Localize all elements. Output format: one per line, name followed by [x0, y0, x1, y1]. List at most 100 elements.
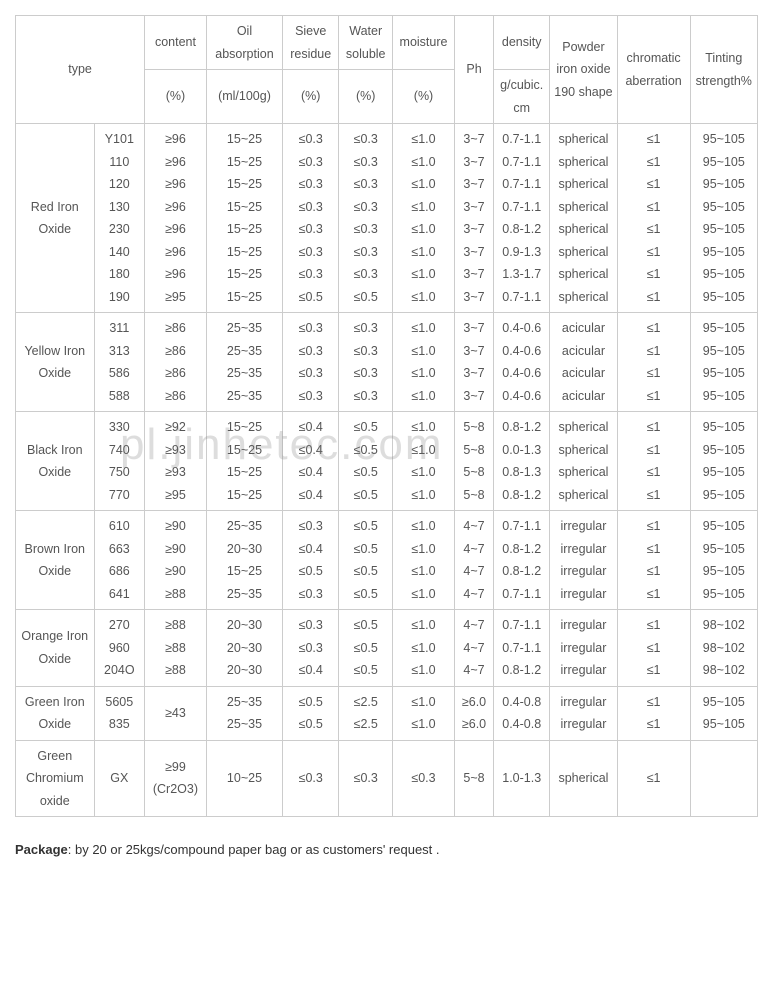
cell-water: ≤0.3 [339, 740, 393, 817]
cell-shape: sphericalsphericalsphericalsphericalsphe… [550, 124, 617, 313]
iron-oxide-spec-table: type content Oil absorption Sieve residu… [15, 15, 758, 817]
cell-chrom: ≤1≤1≤1≤1≤1≤1≤1≤1 [617, 124, 690, 313]
cell-sieve: ≤0.3≤0.3≤0.3≤0.3≤0.3≤0.3≤0.3≤0.5 [283, 124, 339, 313]
header-sieve: Sieve residue [283, 16, 339, 70]
header-sieve-unit: (%) [283, 70, 339, 124]
cell-oil: 25~3525~3525~3525~35 [206, 313, 282, 412]
package-text: : by 20 or 25kgs/compound paper bag or a… [68, 842, 440, 857]
cell-ph: ≥6.0≥6.0 [454, 686, 493, 740]
cell-dens: 1.0-1.3 [494, 740, 550, 817]
header-oil-unit: (ml/100g) [206, 70, 282, 124]
header-content-unit: (%) [145, 70, 207, 124]
cell-dens: 0.7-1.10.7-1.10.8-1.2 [494, 610, 550, 687]
header-tint: Tinting strength% [690, 16, 757, 124]
cell-content: ≥90≥90≥90≥88 [145, 511, 207, 610]
package-label: Package [15, 842, 68, 857]
package-note: Package: by 20 or 25kgs/compound paper b… [15, 842, 758, 857]
cell-ph: 4~74~74~74~7 [454, 511, 493, 610]
cell-shape: irregularirregularirregularirregular [550, 511, 617, 610]
cell-content: ≥92≥93≥93≥95 [145, 412, 207, 511]
cell-type: 610663686641 [94, 511, 145, 610]
cell-shape: irregularirregular [550, 686, 617, 740]
cell-tint: 95~10595~10595~10595~105 [690, 412, 757, 511]
cell-ph: 3~73~73~73~7 [454, 313, 493, 412]
header-ph: Ph [454, 16, 493, 124]
cell-water: ≤0.5≤0.5≤0.5≤0.5 [339, 412, 393, 511]
cell-ph: 4~74~74~7 [454, 610, 493, 687]
header-density: density [494, 16, 550, 70]
cell-chrom: ≤1≤1 [617, 686, 690, 740]
cell-sieve: ≤0.3≤0.3≤0.3≤0.3 [283, 313, 339, 412]
cell-dens: 0.4-0.80.4-0.8 [494, 686, 550, 740]
cell-water: ≤0.3≤0.3≤0.3≤0.3 [339, 313, 393, 412]
cell-water: ≤2.5≤2.5 [339, 686, 393, 740]
cell-moist: ≤1.0≤1.0≤1.0 [393, 610, 455, 687]
cell-chrom: ≤1≤1≤1 [617, 610, 690, 687]
cell-moist: ≤1.0≤1.0≤1.0≤1.0 [393, 511, 455, 610]
cell-moist: ≤1.0≤1.0≤1.0≤1.0 [393, 412, 455, 511]
cell-tint: 95~10595~105 [690, 686, 757, 740]
group-name: Green Chromium oxide [16, 740, 95, 817]
cell-sieve: ≤0.3≤0.4≤0.5≤0.3 [283, 511, 339, 610]
group-name: Orange Iron Oxide [16, 610, 95, 687]
cell-ph: 5~85~85~85~8 [454, 412, 493, 511]
cell-type: 5605835 [94, 686, 145, 740]
header-chrom: chromatic aberration [617, 16, 690, 124]
cell-sieve: ≤0.3≤0.3≤0.4 [283, 610, 339, 687]
cell-oil: 25~3525~35 [206, 686, 282, 740]
cell-dens: 0.7-1.10.8-1.20.8-1.20.7-1.1 [494, 511, 550, 610]
header-shape: Powder iron oxide 190 shape [550, 16, 617, 124]
header-water-unit: (%) [339, 70, 393, 124]
cell-content: ≥99 (Cr2O3) [145, 740, 207, 817]
cell-oil: 15~2515~2515~2515~2515~2515~2515~2515~25 [206, 124, 282, 313]
group-name: Yellow Iron Oxide [16, 313, 95, 412]
cell-chrom: ≤1≤1≤1≤1 [617, 511, 690, 610]
cell-type: 270960204O [94, 610, 145, 687]
cell-type: 330740750770 [94, 412, 145, 511]
group-name: Black Iron Oxide [16, 412, 95, 511]
cell-shape: spherical [550, 740, 617, 817]
group-name: Red Iron Oxide [16, 124, 95, 313]
header-oil: Oil absorption [206, 16, 282, 70]
cell-ph: 5~8 [454, 740, 493, 817]
cell-tint: 95~10595~10595~10595~105 [690, 511, 757, 610]
cell-sieve: ≤0.4≤0.4≤0.4≤0.4 [283, 412, 339, 511]
cell-moist: ≤1.0≤1.0 [393, 686, 455, 740]
cell-dens: 0.8-1.20.0-1.30.8-1.30.8-1.2 [494, 412, 550, 511]
header-moisture-unit: (%) [393, 70, 455, 124]
cell-type: GX [94, 740, 145, 817]
cell-shape: irregularirregularirregular [550, 610, 617, 687]
cell-content: ≥96≥96≥96≥96≥96≥96≥96≥95 [145, 124, 207, 313]
cell-type: Y101110120130230140180190 [94, 124, 145, 313]
cell-moist: ≤1.0≤1.0≤1.0≤1.0 [393, 313, 455, 412]
group-name: Green Iron Oxide [16, 686, 95, 740]
header-density-unit: g/cubic. cm [494, 70, 550, 124]
group-name: Brown Iron Oxide [16, 511, 95, 610]
cell-chrom: ≤1≤1≤1≤1 [617, 313, 690, 412]
header-type: type [16, 16, 145, 124]
cell-oil: 20~3020~3020~30 [206, 610, 282, 687]
cell-dens: 0.4-0.60.4-0.60.4-0.60.4-0.6 [494, 313, 550, 412]
cell-oil: 25~3520~3015~2525~35 [206, 511, 282, 610]
header-moisture: moisture [393, 16, 455, 70]
cell-sieve: ≤0.3 [283, 740, 339, 817]
cell-content-merged: ≥43 [145, 686, 207, 740]
cell-tint: 95~10595~10595~10595~105 [690, 313, 757, 412]
cell-oil: 10~25 [206, 740, 282, 817]
cell-oil: 15~2515~2515~2515~25 [206, 412, 282, 511]
cell-shape: acicularacicularacicularacicular [550, 313, 617, 412]
cell-tint [690, 740, 757, 817]
cell-sieve: ≤0.5≤0.5 [283, 686, 339, 740]
cell-content: ≥86≥86≥86≥86 [145, 313, 207, 412]
cell-type: 311313586588 [94, 313, 145, 412]
header-content: content [145, 16, 207, 70]
cell-water: ≤0.5≤0.5≤0.5 [339, 610, 393, 687]
cell-tint: 95~10595~10595~10595~10595~10595~10595~1… [690, 124, 757, 313]
cell-shape: sphericalsphericalsphericalspherical [550, 412, 617, 511]
cell-moist: ≤0.3 [393, 740, 455, 817]
cell-dens: 0.7-1.10.7-1.10.7-1.10.7-1.10.8-1.20.9-1… [494, 124, 550, 313]
cell-water: ≤0.3≤0.3≤0.3≤0.3≤0.3≤0.3≤0.3≤0.5 [339, 124, 393, 313]
cell-chrom: ≤1 [617, 740, 690, 817]
cell-tint: 98~10298~10298~102 [690, 610, 757, 687]
cell-water: ≤0.5≤0.5≤0.5≤0.5 [339, 511, 393, 610]
